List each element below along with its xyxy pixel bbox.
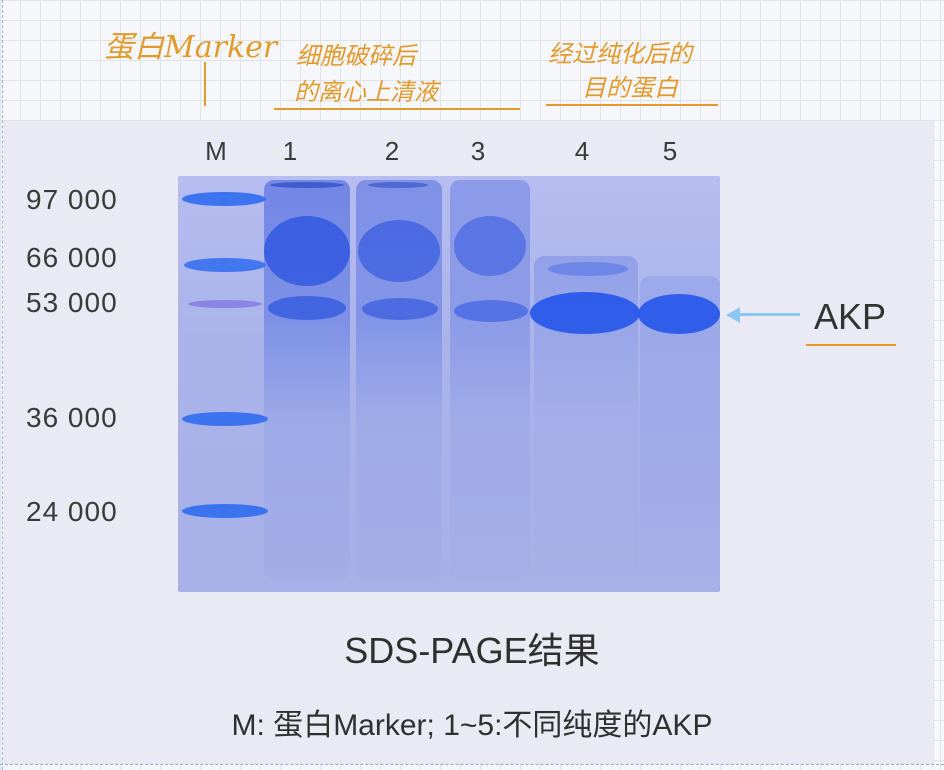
lane45-annotation-underline: [546, 104, 718, 106]
lane-1-band-top: [270, 182, 344, 188]
lane-5-band-akp: [638, 294, 720, 334]
lane-label-1: 1: [282, 136, 298, 166]
lane-3-band-akp: [454, 300, 528, 322]
lane-1-band-akp: [268, 296, 346, 320]
mw-label-36000: 36 000: [26, 402, 118, 433]
akp-arrow-line: [738, 313, 800, 316]
mw-label-66000: 66 000: [26, 242, 118, 273]
mw-label-53000: 53 000: [26, 287, 118, 318]
marker-band-53000: [188, 300, 262, 308]
lane-2-band-top: [368, 182, 428, 188]
marker-annotation-tick: [204, 62, 206, 106]
lane-4-band-akp: [530, 292, 640, 334]
page-frame-left: [2, 0, 3, 770]
lane45-annotation-line2: 目的蛋白: [582, 74, 678, 102]
marker-band-66000: [184, 258, 266, 272]
marker-annotation: 蛋白Marker: [104, 30, 278, 65]
akp-underline: [806, 344, 896, 346]
lane-1-band-main: [264, 216, 350, 286]
lane-label-2: 2: [384, 136, 400, 166]
akp-label: AKP: [814, 296, 887, 337]
gel-image: [178, 176, 720, 592]
page-frame-bottom: [0, 764, 944, 765]
lane-label-m: M: [205, 136, 227, 166]
marker-band-36000: [182, 412, 268, 426]
lane-4-band-upper: [548, 262, 628, 276]
akp-arrow-head: [726, 307, 740, 323]
mw-label-24000: 24 000: [26, 496, 118, 527]
lane-label-4: 4: [574, 136, 590, 166]
lane-3-band-main: [454, 216, 526, 276]
lane-label-5: 5: [662, 136, 678, 166]
lane45-annotation-line1: 经过纯化后的: [548, 40, 692, 68]
lane123-annotation-line1: 细胞破碎后: [296, 42, 416, 70]
marker-band-24000: [182, 504, 268, 518]
figure-legend: M: 蛋白Marker; 1~5:不同纯度的AKP: [231, 709, 713, 742]
lane-2-band-akp: [362, 298, 438, 320]
lane123-annotation-underline: [274, 108, 520, 110]
marker-band-97000: [182, 192, 266, 206]
lane-label-3: 3: [470, 136, 486, 166]
lane123-annotation-line2: 的离心上清液: [294, 78, 438, 106]
mw-label-97000: 97 000: [26, 184, 118, 215]
lane-2-band-main: [358, 220, 440, 282]
figure-caption: SDS-PAGE结果: [344, 630, 600, 671]
